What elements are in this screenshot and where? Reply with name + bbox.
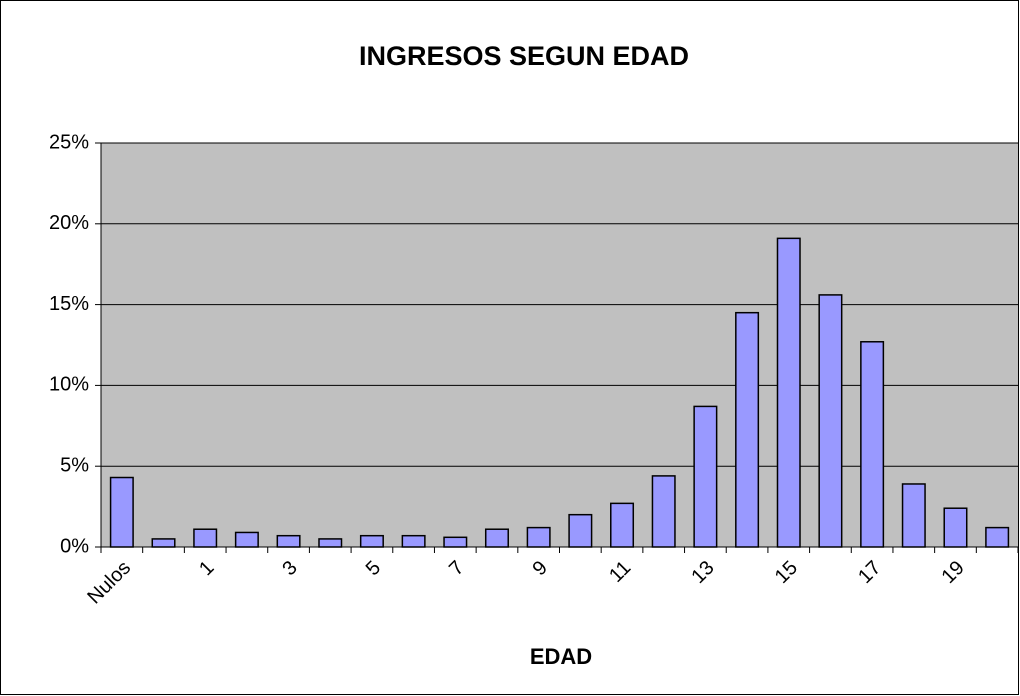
chart-title: INGRESOS SEGUN EDAD [359, 41, 689, 71]
y-tick-label: 15% [49, 293, 89, 315]
bar [193, 528, 218, 548]
bar [109, 476, 134, 548]
bar [318, 538, 343, 548]
bar [484, 528, 509, 548]
x-axis-title: EDAD [530, 644, 592, 669]
bar [860, 341, 885, 548]
bar [359, 534, 384, 548]
bar [610, 502, 635, 548]
bar [526, 526, 551, 548]
bar [651, 475, 676, 548]
bar [151, 538, 176, 548]
bar [234, 531, 259, 548]
y-tick-label: 25% [49, 131, 89, 153]
bar [276, 534, 301, 548]
bar [943, 507, 968, 548]
y-tick-label: 10% [49, 374, 89, 396]
y-tick-label: 20% [49, 212, 89, 234]
bar [735, 311, 760, 548]
bar [401, 534, 426, 548]
bar [985, 526, 1010, 548]
y-tick-label: 0% [60, 535, 89, 557]
bar [443, 536, 468, 548]
bar [901, 483, 926, 548]
bar [818, 294, 843, 548]
y-tick-label: 5% [60, 454, 89, 476]
bar [776, 237, 801, 548]
bar [568, 513, 593, 548]
bar [693, 405, 718, 548]
